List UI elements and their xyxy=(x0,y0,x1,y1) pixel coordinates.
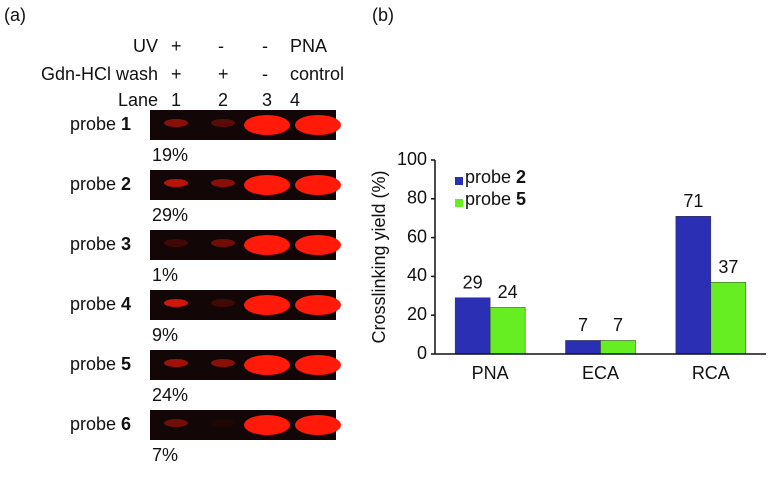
yield-label: 19% xyxy=(152,145,188,165)
gel-band xyxy=(244,355,290,375)
yield-label: 1% xyxy=(152,265,178,285)
probe-label: probe 4 xyxy=(70,294,131,314)
bar xyxy=(565,340,601,355)
header-label: Gdn-HCl wash xyxy=(41,64,158,84)
bar xyxy=(454,297,491,355)
probe-label: probe 2 xyxy=(70,174,131,194)
gel-band xyxy=(244,235,290,255)
y-tick-label: 0 xyxy=(417,343,427,363)
gel-band xyxy=(295,295,341,315)
gel-band xyxy=(295,175,341,195)
header-label: Lane xyxy=(118,90,158,110)
x-tick-label: PNA xyxy=(472,363,509,383)
bar xyxy=(489,307,526,355)
lane-header: PNA xyxy=(290,36,327,56)
gel-band xyxy=(295,415,341,435)
yield-label: 24% xyxy=(152,385,188,405)
lane-header: control xyxy=(290,64,344,84)
lane-header: + xyxy=(171,36,182,56)
y-axis-label: Crosslinking yield (%) xyxy=(369,170,389,343)
value-label: 24 xyxy=(498,282,518,302)
value-label: 7 xyxy=(578,315,588,335)
yield-label: 9% xyxy=(152,325,178,345)
value-label: 7 xyxy=(613,315,623,335)
lane-header: 3 xyxy=(262,90,272,110)
gel-band xyxy=(211,179,235,187)
header-label: UV xyxy=(133,36,158,56)
x-tick-label: RCA xyxy=(692,363,730,383)
lane-header: - xyxy=(262,64,268,84)
gel-band xyxy=(164,179,188,187)
yield-label: 7% xyxy=(152,445,178,465)
x-tick-label: ECA xyxy=(582,363,619,383)
gel-band xyxy=(211,239,235,247)
gel-band xyxy=(244,295,290,315)
value-label: 37 xyxy=(718,257,738,277)
panel-label: (b) xyxy=(372,5,394,25)
gel-band xyxy=(211,119,235,127)
gel-band xyxy=(164,119,188,127)
legend-label: probe 5 xyxy=(465,189,526,209)
legend-label: probe 2 xyxy=(465,167,526,187)
lane-header: - xyxy=(262,36,268,56)
lane-header: + xyxy=(171,64,182,84)
y-tick-label: 60 xyxy=(407,226,427,246)
panel-label: (a) xyxy=(4,5,26,25)
probe-label: probe 5 xyxy=(70,354,131,374)
gel-band xyxy=(164,239,188,247)
gel-band xyxy=(164,419,188,427)
gel-band xyxy=(164,359,188,367)
y-tick-label: 100 xyxy=(397,149,427,169)
yield-label: 29% xyxy=(152,205,188,225)
y-tick-label: 40 xyxy=(407,265,427,285)
probe-label: probe 6 xyxy=(70,414,131,434)
gel-band xyxy=(295,355,341,375)
value-label: 29 xyxy=(463,272,483,292)
gel-band xyxy=(164,299,188,307)
lane-header: 2 xyxy=(218,90,228,110)
lane-header: 1 xyxy=(171,90,181,110)
gel-band xyxy=(211,299,235,307)
gel-band xyxy=(244,115,290,135)
legend-swatch xyxy=(455,177,463,185)
y-tick-label: 80 xyxy=(407,188,427,208)
value-label: 71 xyxy=(683,191,703,211)
bar xyxy=(600,340,636,355)
y-tick-label: 20 xyxy=(407,304,427,324)
bar xyxy=(710,281,747,355)
lane-header: - xyxy=(218,36,224,56)
lane-header: + xyxy=(218,64,229,84)
lane-header: 4 xyxy=(290,90,300,110)
gel-band xyxy=(295,235,341,255)
legend-swatch xyxy=(455,199,463,207)
probe-label: probe 1 xyxy=(70,114,131,134)
bar xyxy=(675,216,712,355)
gel-band xyxy=(244,415,290,435)
gel-band xyxy=(244,175,290,195)
gel-band xyxy=(211,419,235,427)
gel-band xyxy=(295,115,341,135)
probe-label: probe 3 xyxy=(70,234,131,254)
gel-band xyxy=(211,359,235,367)
